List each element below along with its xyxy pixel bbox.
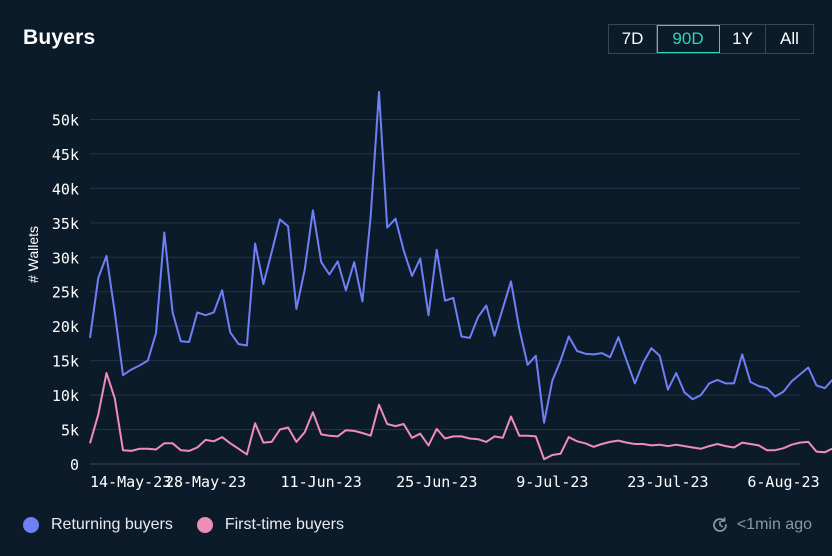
x-tick-label: 9-Jul-23 — [516, 473, 588, 491]
y-tick-label: 15k — [52, 353, 79, 371]
y-tick-label: 0 — [70, 456, 79, 474]
x-tick-label: 28-May-23 — [165, 473, 246, 491]
chart-title: Buyers — [23, 26, 96, 49]
last-updated-text: <1min ago — [736, 516, 812, 533]
legend-item-first-time-buyers[interactable]: First-time buyers — [196, 516, 344, 534]
legend-label-returning-buyers: Returning buyers — [51, 516, 173, 533]
chart-legend: Returning buyers First-time buyers — [23, 516, 368, 534]
x-tick-label: 11-Jun-23 — [281, 473, 362, 491]
y-tick-label: 25k — [52, 284, 79, 302]
returning-buyers-line[interactable] — [89, 90, 832, 424]
y-tick-label: 30k — [52, 249, 79, 267]
refresh-clock-icon — [712, 517, 727, 532]
gridlines — [90, 118, 800, 431]
range-1y-button[interactable]: 1Y — [720, 25, 766, 53]
legend-dot-icon — [196, 517, 213, 533]
buyers-line-chart: 0 5k 10k 15k 20k 25k 30k 35k 40k 45k 50k 14-May-23… — [25, 90, 832, 491]
y-tick-label: 20k — [52, 318, 79, 336]
range-all-button[interactable]: All — [780, 29, 799, 48]
y-axis-ticks: 0 5k 10k 15k 20k 25k 30k 35k 40k 45k 50k — [52, 111, 79, 474]
range-90d-button[interactable]: 90D — [657, 25, 720, 53]
y-tick-label: 40k — [52, 180, 79, 198]
first-time-buyers-line[interactable] — [89, 372, 832, 461]
x-tick-label: 25-Jun-23 — [396, 473, 477, 491]
x-tick-label: 14-May-23 — [90, 473, 171, 491]
y-tick-label: 45k — [52, 146, 79, 164]
y-tick-label: 35k — [52, 215, 79, 233]
y-tick-label: 50k — [52, 111, 79, 129]
y-axis-label: # Wallets — [25, 226, 41, 283]
series-lines — [89, 90, 832, 461]
legend-label-first-time-buyers: First-time buyers — [224, 516, 344, 533]
time-range-selector: 7D 90D 1Y All — [608, 24, 814, 54]
last-updated-indicator: <1min ago — [711, 516, 812, 534]
x-tick-label: 23-Jul-23 — [627, 473, 708, 491]
y-tick-label: 10k — [52, 387, 79, 405]
y-tick-label: 5k — [61, 422, 79, 440]
legend-item-returning-buyers[interactable]: Returning buyers — [23, 516, 173, 534]
range-7d-button[interactable]: 7D — [609, 25, 657, 53]
legend-dot-icon — [23, 517, 39, 533]
x-tick-label: 6-Aug-23 — [747, 473, 819, 491]
